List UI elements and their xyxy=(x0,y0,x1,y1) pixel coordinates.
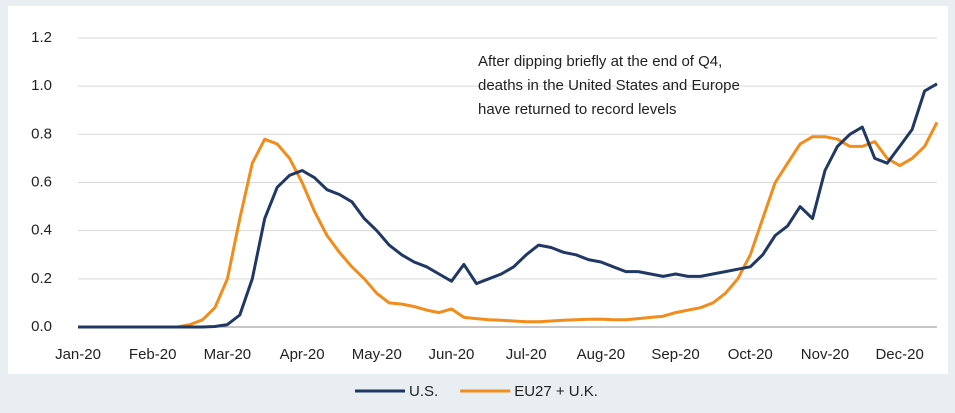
x-tick-label: Jul-20 xyxy=(506,346,547,363)
x-tick-label: Apr-20 xyxy=(280,346,325,363)
y-tick-label: 0.8 xyxy=(31,125,52,142)
x-tick-label: Sep-20 xyxy=(651,346,699,363)
annotation: have returned to record levels xyxy=(478,101,676,118)
x-tick-label: May-20 xyxy=(352,346,402,363)
x-tick-label: Jun-20 xyxy=(429,346,475,363)
x-tick-label: Oct-20 xyxy=(728,346,773,363)
annotation: After dipping briefly at the end of Q4, xyxy=(478,53,722,70)
plot-area xyxy=(8,6,948,374)
y-tick-label: 0.2 xyxy=(31,270,52,287)
x-tick-label: Dec-20 xyxy=(875,346,923,363)
series-line xyxy=(78,121,939,329)
annotation: deaths in the United States and Europe xyxy=(478,77,740,94)
y-tick-label: 1.0 xyxy=(31,77,52,94)
series-line xyxy=(78,82,938,329)
legend-label: EU27 + U.K. xyxy=(514,383,598,400)
y-tick-label: 0.6 xyxy=(31,173,52,190)
x-tick-label: Jan-20 xyxy=(55,346,101,363)
y-tick-label: 0.0 xyxy=(31,318,52,335)
x-tick-label: Aug-20 xyxy=(577,346,625,363)
y-tick-label: 0.4 xyxy=(31,222,52,239)
x-tick-label: Nov-20 xyxy=(801,346,849,363)
x-tick-label: Feb-20 xyxy=(129,346,177,363)
legend-label: U.S. xyxy=(409,383,438,400)
y-tick-label: 1.2 xyxy=(31,29,52,46)
x-tick-label: Mar-20 xyxy=(204,346,252,363)
